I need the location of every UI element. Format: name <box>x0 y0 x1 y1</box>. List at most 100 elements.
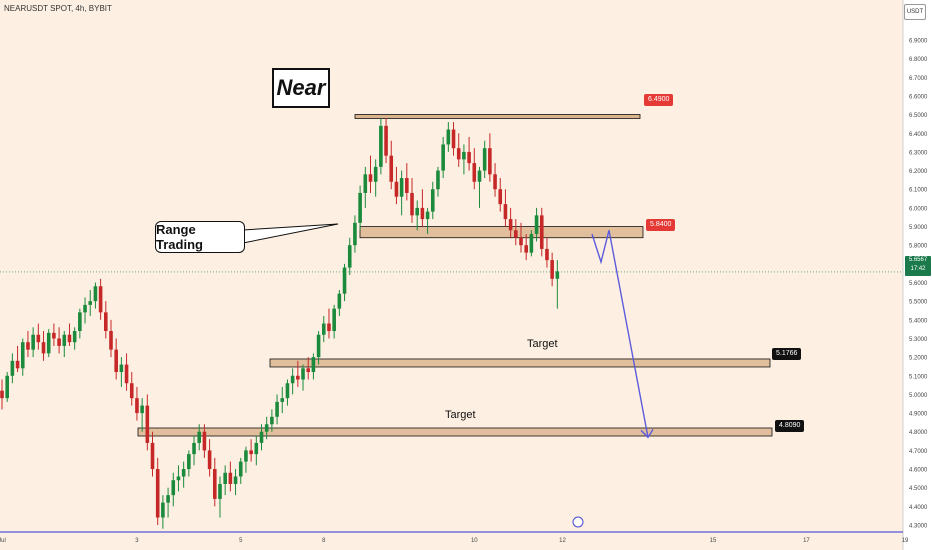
level-zones <box>137 114 773 437</box>
candle-body <box>446 129 451 145</box>
candle-body <box>467 151 471 164</box>
candle-body <box>332 308 336 331</box>
y-tick-label: 5.5000 <box>909 300 928 306</box>
y-tick-label: 5.9000 <box>909 225 928 231</box>
candle-body <box>124 364 129 384</box>
candle-body <box>451 129 456 149</box>
x-tick-label: 19 <box>902 538 909 544</box>
y-tick-label: 5.4000 <box>909 318 928 324</box>
candle-body <box>358 192 362 223</box>
y-tick-label: 6.8000 <box>909 57 928 63</box>
y-tick-label: 5.2000 <box>909 356 928 362</box>
x-tick-label: 3 <box>135 538 139 544</box>
candle-body <box>373 166 378 182</box>
x-tick-label: 17 <box>803 538 810 544</box>
candle-body <box>264 424 269 432</box>
candle-body <box>368 174 373 182</box>
y-tick-label: 6.9000 <box>909 39 928 45</box>
candle-body <box>441 144 445 171</box>
candle-body <box>290 375 295 384</box>
candle-body <box>347 245 352 268</box>
y-tick-label: 6.1000 <box>909 188 928 194</box>
y-tick-label: 4.3000 <box>909 524 928 530</box>
x-tick-label: 8 <box>322 538 326 544</box>
level-tag-t1: 5.1766 <box>772 348 802 360</box>
candle-body <box>519 237 523 246</box>
y-tick-label: 5.3000 <box>909 337 928 343</box>
y-tick-label: 5.1000 <box>909 374 928 380</box>
candle-body <box>114 349 118 373</box>
candle-body <box>10 360 15 376</box>
projection-line <box>591 230 649 438</box>
range-trading-label: Range Trading <box>156 222 203 252</box>
candle-body <box>181 469 186 477</box>
candle-body <box>410 192 414 216</box>
candle-body <box>379 125 383 167</box>
y-tick-label: 5.0000 <box>909 393 928 399</box>
candle-body <box>62 334 67 346</box>
candle-body <box>145 405 150 443</box>
y-tick-label: 4.8000 <box>909 430 928 436</box>
candle-body <box>46 332 51 354</box>
candle-body <box>249 450 253 455</box>
current-price-countdown: 17:42 <box>910 266 926 272</box>
candle-body <box>514 230 518 238</box>
candle-body <box>275 401 279 417</box>
candle-body <box>415 207 419 216</box>
level-tag-top: 6.4900 <box>644 94 674 106</box>
y-tick-label: 4.7000 <box>909 449 928 455</box>
candle-body <box>140 405 144 414</box>
candle-body <box>223 472 227 484</box>
near-label-box: Near <box>272 68 330 108</box>
symbol-header: NEARUSDT SPOT, 4h, BYBIT <box>4 4 112 13</box>
lightning-icon <box>572 516 584 528</box>
current-price-tag: 5.6567 17:42 <box>905 256 931 276</box>
candle-body <box>88 301 93 305</box>
candles <box>0 118 560 529</box>
candle-body <box>192 442 196 455</box>
candle-body <box>254 442 259 455</box>
candle-body <box>93 286 98 302</box>
candle-body <box>296 375 300 380</box>
candle-body <box>498 189 503 205</box>
time-axis[interactable]: Jul358101215171922242629Aug57 <box>0 531 932 544</box>
candle-body <box>503 204 508 220</box>
candle-body <box>384 125 388 156</box>
candle-body <box>405 178 409 193</box>
candle-body <box>233 476 238 484</box>
current-price-value: 5.6567 <box>908 257 928 263</box>
candle-body <box>529 234 534 253</box>
candle-body <box>98 286 103 313</box>
candle-body <box>353 222 357 246</box>
y-tick-label: 4.6000 <box>909 468 928 474</box>
candle-body <box>462 151 466 160</box>
candle-body <box>15 360 20 369</box>
candle-body <box>311 357 316 373</box>
candle-body <box>488 148 492 175</box>
candle-body <box>327 323 331 331</box>
x-tick-label: 5 <box>239 538 243 544</box>
candle-body <box>135 398 139 414</box>
candle-body <box>436 170 440 190</box>
y-tick-label: 6.3000 <box>909 150 928 156</box>
candle-body <box>212 469 217 499</box>
candle-body <box>5 375 9 399</box>
candle-body <box>228 472 233 484</box>
x-tick-label: Jul <box>0 538 6 544</box>
near-label: Near <box>276 75 326 100</box>
candle-body <box>57 338 61 346</box>
y-tick-label: 5.6000 <box>909 281 928 287</box>
candle-body <box>67 334 72 343</box>
candle-body <box>166 495 170 503</box>
currency-button[interactable]: USDT <box>904 4 926 20</box>
candle-body <box>41 342 46 354</box>
candle-body <box>399 178 404 197</box>
target-label-1: Target <box>527 338 558 350</box>
x-tick-label: 15 <box>710 538 717 544</box>
candle-body <box>430 189 435 212</box>
y-tick-label: 6.2000 <box>909 169 928 175</box>
candle-body <box>477 170 482 182</box>
candle-body <box>171 480 176 496</box>
candle-body <box>161 502 165 518</box>
